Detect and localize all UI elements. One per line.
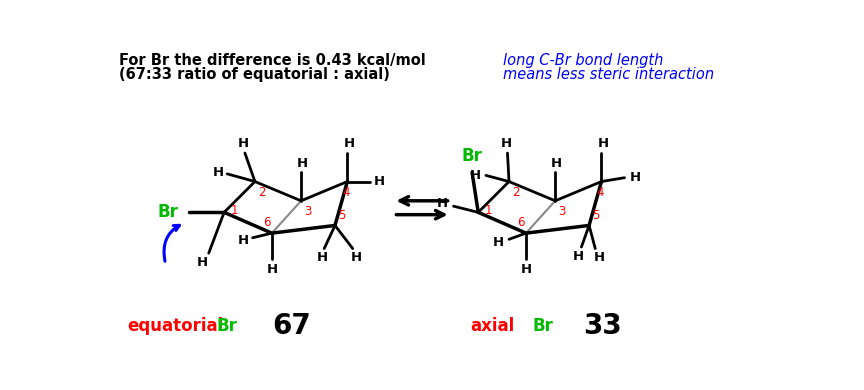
Text: H: H xyxy=(317,251,328,264)
Text: H: H xyxy=(197,256,208,269)
Text: equatorial: equatorial xyxy=(127,317,224,335)
Text: H: H xyxy=(238,137,249,150)
Text: 1: 1 xyxy=(486,204,492,217)
Text: H: H xyxy=(597,137,608,150)
Text: H: H xyxy=(266,263,277,276)
Text: H: H xyxy=(374,175,385,188)
Text: Br: Br xyxy=(532,317,553,335)
Text: 6: 6 xyxy=(263,216,270,229)
Text: 1: 1 xyxy=(231,204,238,217)
Text: 3: 3 xyxy=(558,205,566,218)
Text: 4: 4 xyxy=(342,186,350,199)
Text: H: H xyxy=(500,137,511,150)
Text: Br: Br xyxy=(461,147,482,165)
Text: Br: Br xyxy=(157,203,178,222)
Text: H: H xyxy=(520,263,531,276)
Text: long C-Br bond length: long C-Br bond length xyxy=(503,53,664,68)
Text: 3: 3 xyxy=(304,205,312,218)
Text: H: H xyxy=(630,171,641,184)
Text: H: H xyxy=(551,156,562,170)
Text: H: H xyxy=(213,166,224,179)
Text: 2: 2 xyxy=(512,186,519,199)
Text: H: H xyxy=(437,197,448,210)
Text: H: H xyxy=(343,137,354,150)
Text: For Br the difference is 0.43 kcal/mol: For Br the difference is 0.43 kcal/mol xyxy=(119,53,426,68)
Text: H: H xyxy=(469,169,480,182)
Text: 5: 5 xyxy=(592,209,600,222)
Text: axial: axial xyxy=(471,317,515,335)
Text: 2: 2 xyxy=(258,186,265,199)
Text: 33: 33 xyxy=(583,312,622,340)
Text: H: H xyxy=(351,251,362,264)
Text: (67:33 ratio of equatorial : axial): (67:33 ratio of equatorial : axial) xyxy=(119,67,391,82)
Text: H: H xyxy=(238,234,249,247)
Text: 5: 5 xyxy=(338,209,346,222)
Text: Br: Br xyxy=(216,317,238,335)
Text: H: H xyxy=(492,236,504,249)
Text: means less steric interaction: means less steric interaction xyxy=(503,67,714,82)
Text: 4: 4 xyxy=(596,186,604,199)
Text: H: H xyxy=(573,250,584,263)
Text: 6: 6 xyxy=(517,216,524,229)
Text: 67: 67 xyxy=(272,312,311,340)
Text: H: H xyxy=(594,251,605,264)
Text: H: H xyxy=(297,156,308,170)
